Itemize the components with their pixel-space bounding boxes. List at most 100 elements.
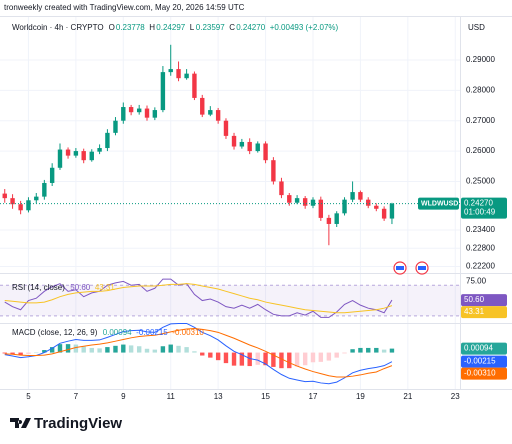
y-tick-label: 0.28000 (466, 85, 495, 94)
macd-histogram-bar (294, 352, 300, 367)
macd-histogram-bar (160, 346, 166, 353)
candle-body (271, 160, 276, 182)
macd-histogram-bar (326, 352, 332, 361)
rsi-value-box (461, 306, 507, 319)
macd-histogram-bar (239, 352, 245, 366)
macd-histogram-bar (65, 344, 71, 353)
legend-text: -0.00310 (172, 328, 204, 337)
macd-histogram-bar (81, 346, 86, 353)
x-tick-label: 21 (403, 392, 412, 401)
legend-text: Worldcoin · 4h · CRYPTO (12, 23, 104, 32)
legend-text: O (109, 23, 115, 32)
candle-body (239, 141, 245, 147)
candle-body (215, 110, 221, 121)
candle-body (160, 72, 166, 111)
macd-value-label: -0.00215 (464, 357, 496, 366)
legend-text: 0.23597 (196, 23, 225, 32)
macd-histogram-bar (89, 347, 94, 353)
candle-body (73, 151, 79, 156)
macd-value-box (461, 367, 507, 380)
candle-body (2, 193, 7, 199)
candle-body (136, 108, 142, 113)
candle-body (358, 192, 363, 200)
symbol-box (418, 197, 459, 210)
candle-body (97, 148, 102, 152)
candle-body (192, 73, 197, 98)
macd-histogram-bar (271, 352, 276, 367)
candle-body (152, 110, 158, 118)
y-tick-label: 0.26000 (466, 146, 495, 155)
legend-text: -0.00215 (136, 328, 168, 337)
y-tick-label: 75.00 (466, 276, 487, 285)
x-tick-label: 9 (121, 392, 126, 401)
rsi-band (0, 285, 460, 316)
macd-histogram-bar (374, 347, 379, 353)
candle-body (263, 143, 268, 161)
macd-histogram-bar (231, 352, 237, 366)
macd-histogram-bar (184, 347, 189, 353)
macd-histogram-bar (192, 351, 197, 353)
legend-text: 0.24270 (236, 23, 265, 32)
legend-text: L (190, 23, 195, 32)
macd-histogram-bar (350, 349, 355, 353)
candle-body (65, 149, 71, 156)
legend-text: 0.00094 (103, 328, 132, 337)
macd-histogram-bar (144, 348, 150, 353)
candle-body (381, 208, 387, 219)
candle-body (247, 141, 252, 152)
rsi-value-label: 50.60 (464, 295, 485, 304)
candle-body (26, 200, 31, 211)
macd-histogram-bar (287, 352, 292, 369)
rsi-line (4, 283, 393, 314)
y-tick-label: 0.23400 (466, 225, 495, 234)
legend-text: MACD (close, 12, 26, 9) (12, 328, 98, 337)
candle-body (184, 73, 189, 79)
legend-text: +0.00493 (+2.07%) (270, 23, 339, 32)
macd-histogram-bar (57, 344, 63, 353)
candle-body (18, 204, 23, 211)
macd-value-label: -0.00310 (464, 369, 496, 378)
candle-body (279, 181, 284, 196)
rsi-value-label: 43.31 (464, 307, 485, 316)
macd-histogram-bar (2, 352, 7, 354)
legend-text: H (149, 23, 155, 32)
candle-body (389, 203, 395, 219)
candle-body (294, 198, 300, 203)
x-tick-label: 7 (74, 392, 79, 401)
rsi-line (4, 278, 393, 318)
candle-body (231, 135, 237, 147)
candle-body (168, 69, 173, 73)
macd-histogram-bar (113, 345, 118, 353)
logo-mark (10, 418, 31, 428)
macd-histogram-bar (200, 352, 205, 356)
candle-body (342, 199, 347, 214)
candle-body (81, 151, 86, 161)
x-tick-label: 11 (167, 392, 176, 401)
x-tick-label: 15 (261, 392, 270, 401)
legend-text: 43.31 (95, 283, 116, 292)
macd-histogram-bar (389, 348, 395, 353)
macd-histogram-bar (381, 349, 387, 353)
macd-histogram-bar (168, 344, 173, 353)
macd-histogram-bar (176, 345, 181, 353)
candle-body (176, 69, 181, 79)
macd-histogram-bar (334, 352, 339, 358)
macd-histogram-bar (358, 347, 363, 353)
legend-text: RSI (14, close) (12, 283, 65, 292)
event-icons (393, 261, 429, 275)
candle-body (287, 195, 292, 203)
candle-body (310, 199, 316, 206)
event-icon-flag (396, 266, 404, 270)
y-tick-label: 0.22200 (466, 262, 495, 271)
macd-histogram-bar (136, 346, 142, 353)
macd-histogram-bar (279, 352, 284, 369)
candle-body (128, 107, 134, 113)
candle-body (255, 143, 260, 152)
macd-line (4, 328, 393, 378)
macd-histogram-bar (208, 352, 213, 358)
macd-histogram-bar (128, 345, 134, 353)
y-tick-label: 0.22800 (466, 243, 495, 252)
